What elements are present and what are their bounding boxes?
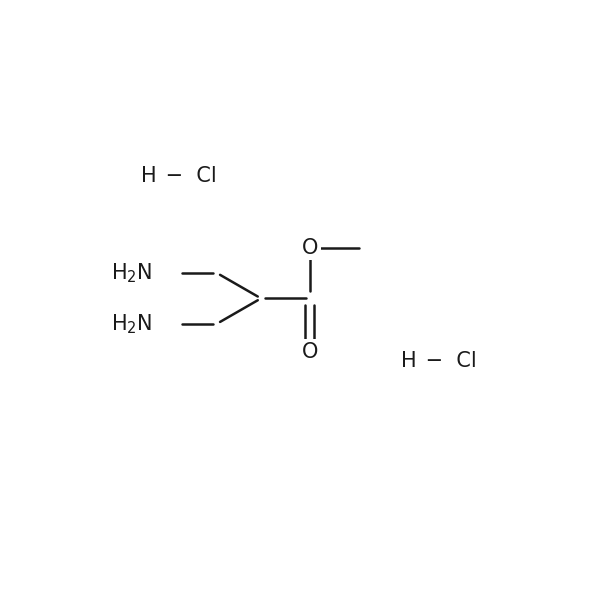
Text: −  Cl: − Cl xyxy=(158,166,217,186)
Text: O: O xyxy=(302,238,318,257)
Text: H$_2$N: H$_2$N xyxy=(112,261,152,285)
Text: −  Cl: − Cl xyxy=(419,351,477,371)
Text: H: H xyxy=(401,351,417,371)
Text: O: O xyxy=(302,341,318,362)
Text: H$_2$N: H$_2$N xyxy=(112,312,152,335)
Text: H: H xyxy=(141,166,157,186)
